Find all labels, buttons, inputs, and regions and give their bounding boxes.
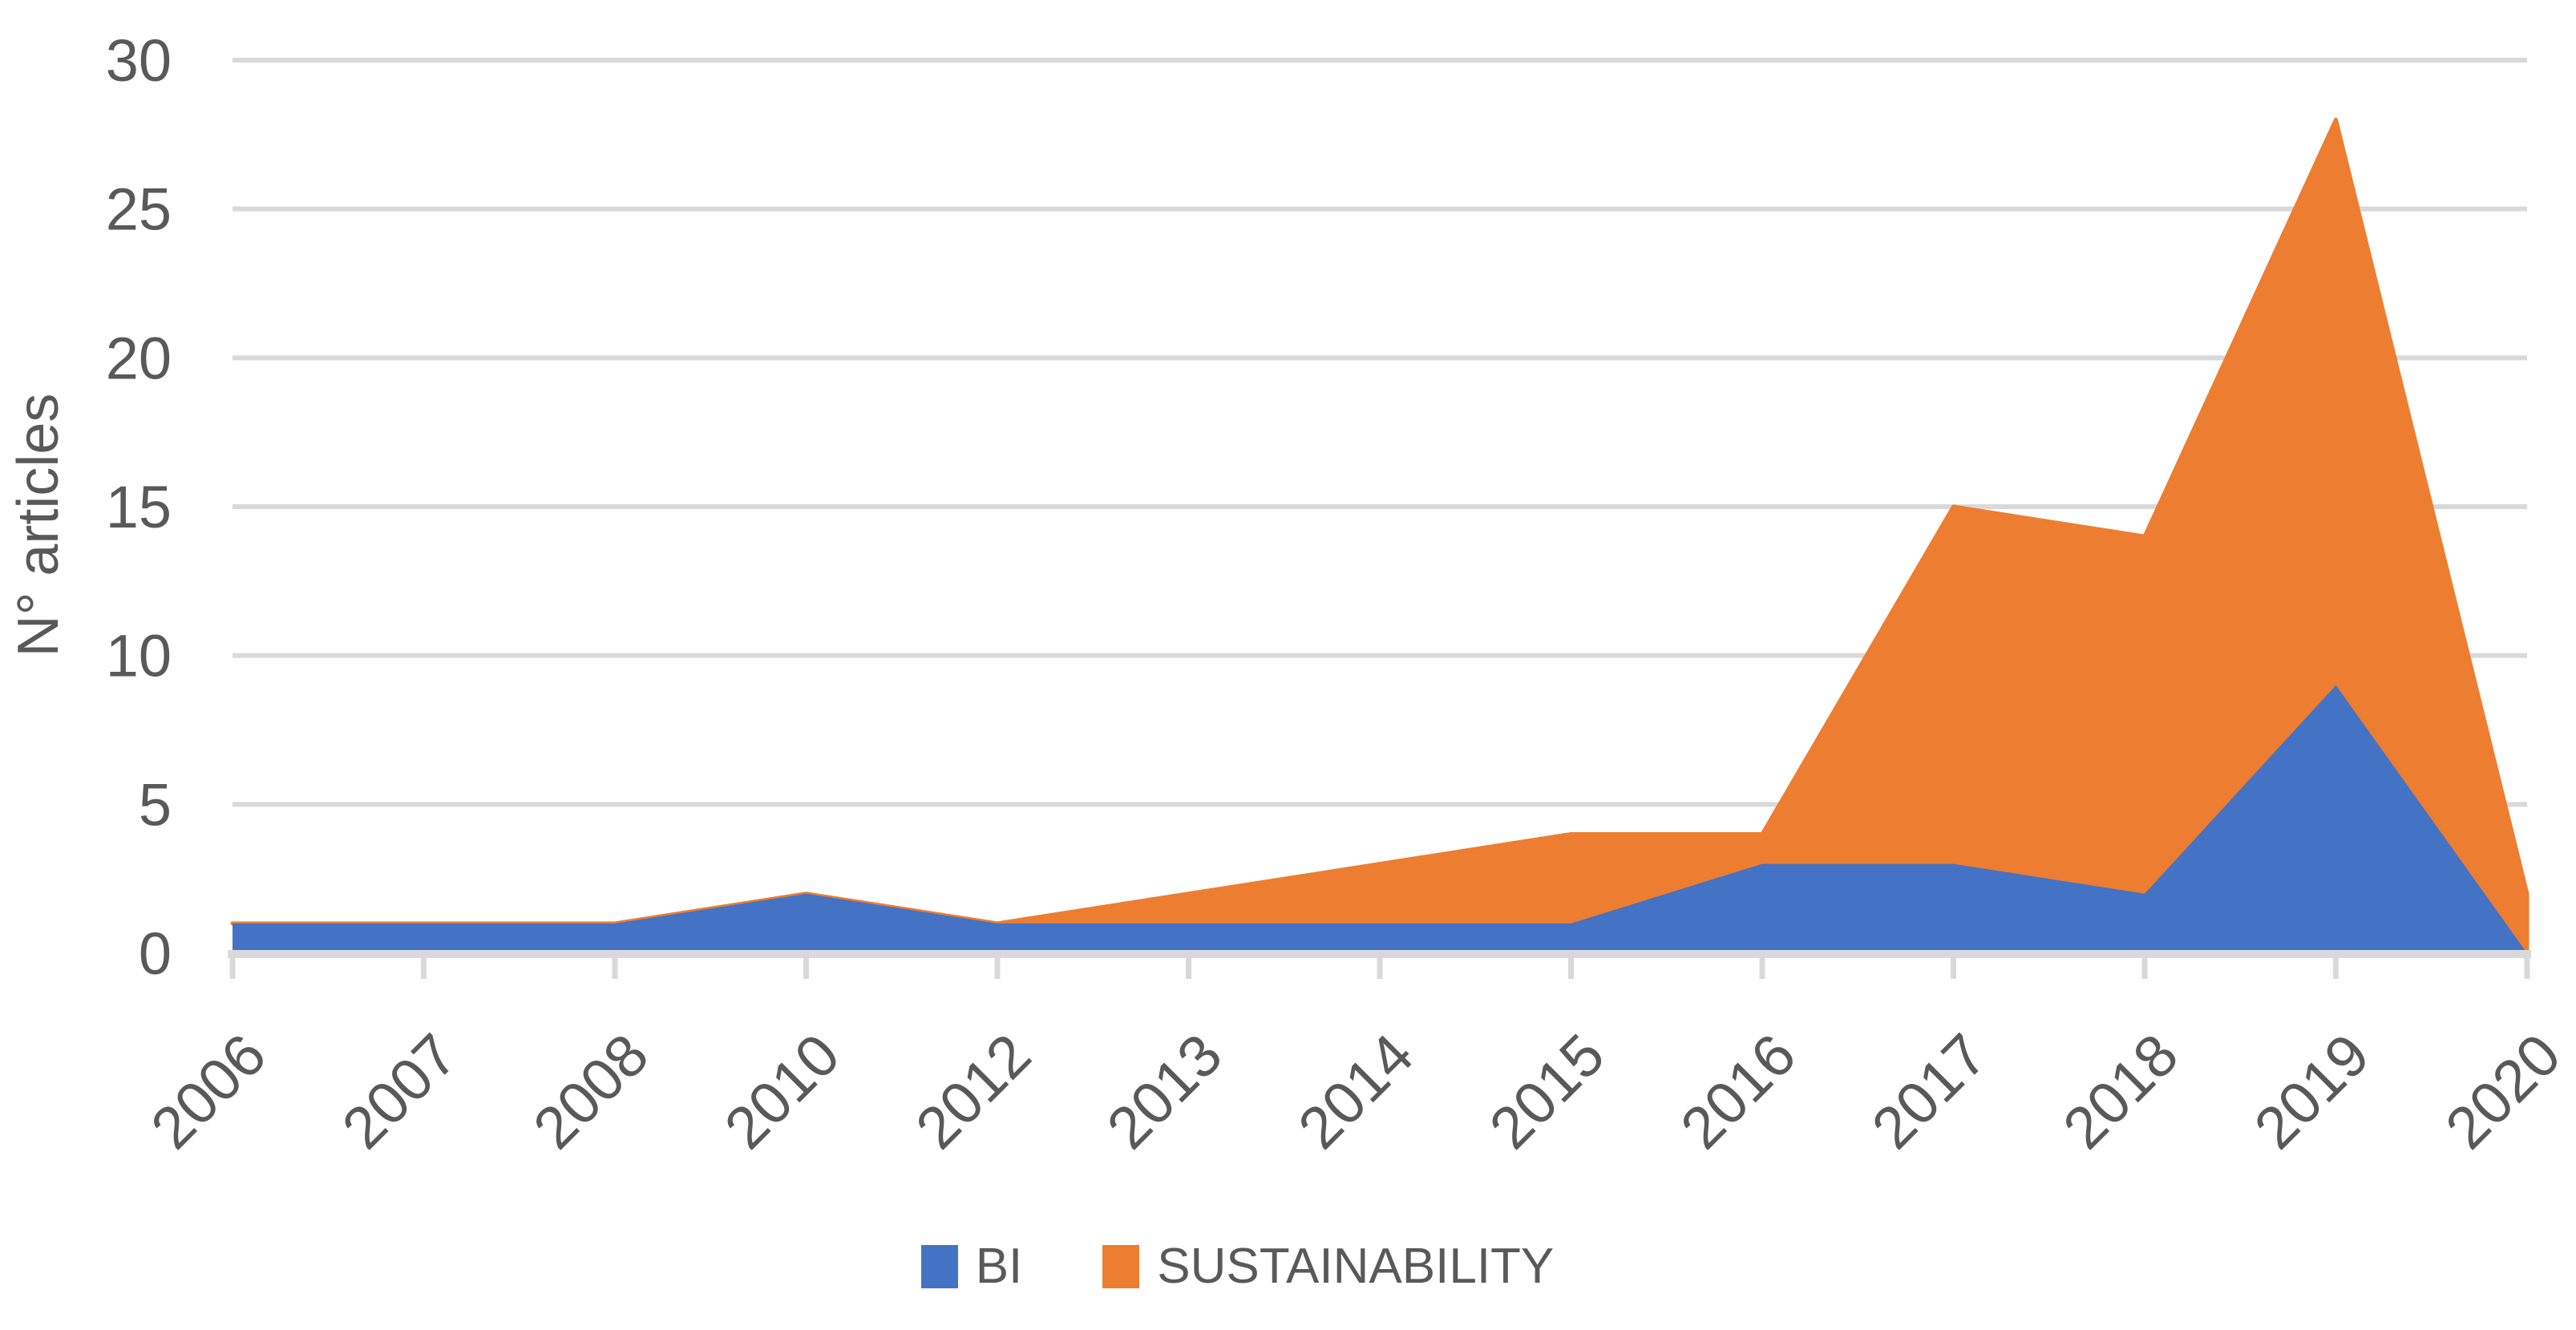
x-tick-label: 2018 xyxy=(2050,1021,2190,1162)
legend-item-sustainability: SUSTAINABILITY xyxy=(1102,1238,1554,1295)
x-tick-label: 2008 xyxy=(520,1021,661,1162)
legend-label-bi: BI xyxy=(975,1239,1023,1294)
y-tick-label: 20 xyxy=(106,325,172,391)
x-tick-label: 2006 xyxy=(138,1021,278,1162)
x-tick-label: 2013 xyxy=(1094,1021,1235,1162)
x-tick-label: 2010 xyxy=(712,1021,852,1162)
sustainability-area xyxy=(230,117,2529,956)
legend-swatch-sustainability-icon xyxy=(1102,1244,1140,1288)
y-tick-label: 25 xyxy=(106,176,172,243)
y-tick-label: 10 xyxy=(106,623,172,689)
bi-area xyxy=(233,685,2527,953)
y-axis-title: N° articles xyxy=(6,393,71,657)
y-tick-label: 15 xyxy=(106,474,172,540)
x-tick-label: 2007 xyxy=(330,1021,470,1162)
legend-item-bi: BI xyxy=(920,1238,1023,1295)
legend-swatch-bi-icon xyxy=(920,1244,958,1288)
y-tick-label: 30 xyxy=(106,27,172,94)
legend-label-sustainability: SUSTAINABILITY xyxy=(1157,1239,1555,1294)
y-tick-label: 5 xyxy=(139,771,172,838)
x-tick-label: 2015 xyxy=(1477,1021,1617,1162)
x-tick-label: 2019 xyxy=(2242,1021,2382,1162)
x-tick-label: 2016 xyxy=(1668,1021,1808,1162)
legend: BI SUSTAINABILITY xyxy=(0,1238,2525,1295)
x-tick-label: 2017 xyxy=(1859,1021,2000,1162)
x-tick-label: 2012 xyxy=(903,1021,1043,1162)
x-tick-label: 2014 xyxy=(1285,1021,1425,1162)
x-tick-label: 2020 xyxy=(2432,1021,2573,1162)
y-tick-label: 0 xyxy=(139,920,172,987)
